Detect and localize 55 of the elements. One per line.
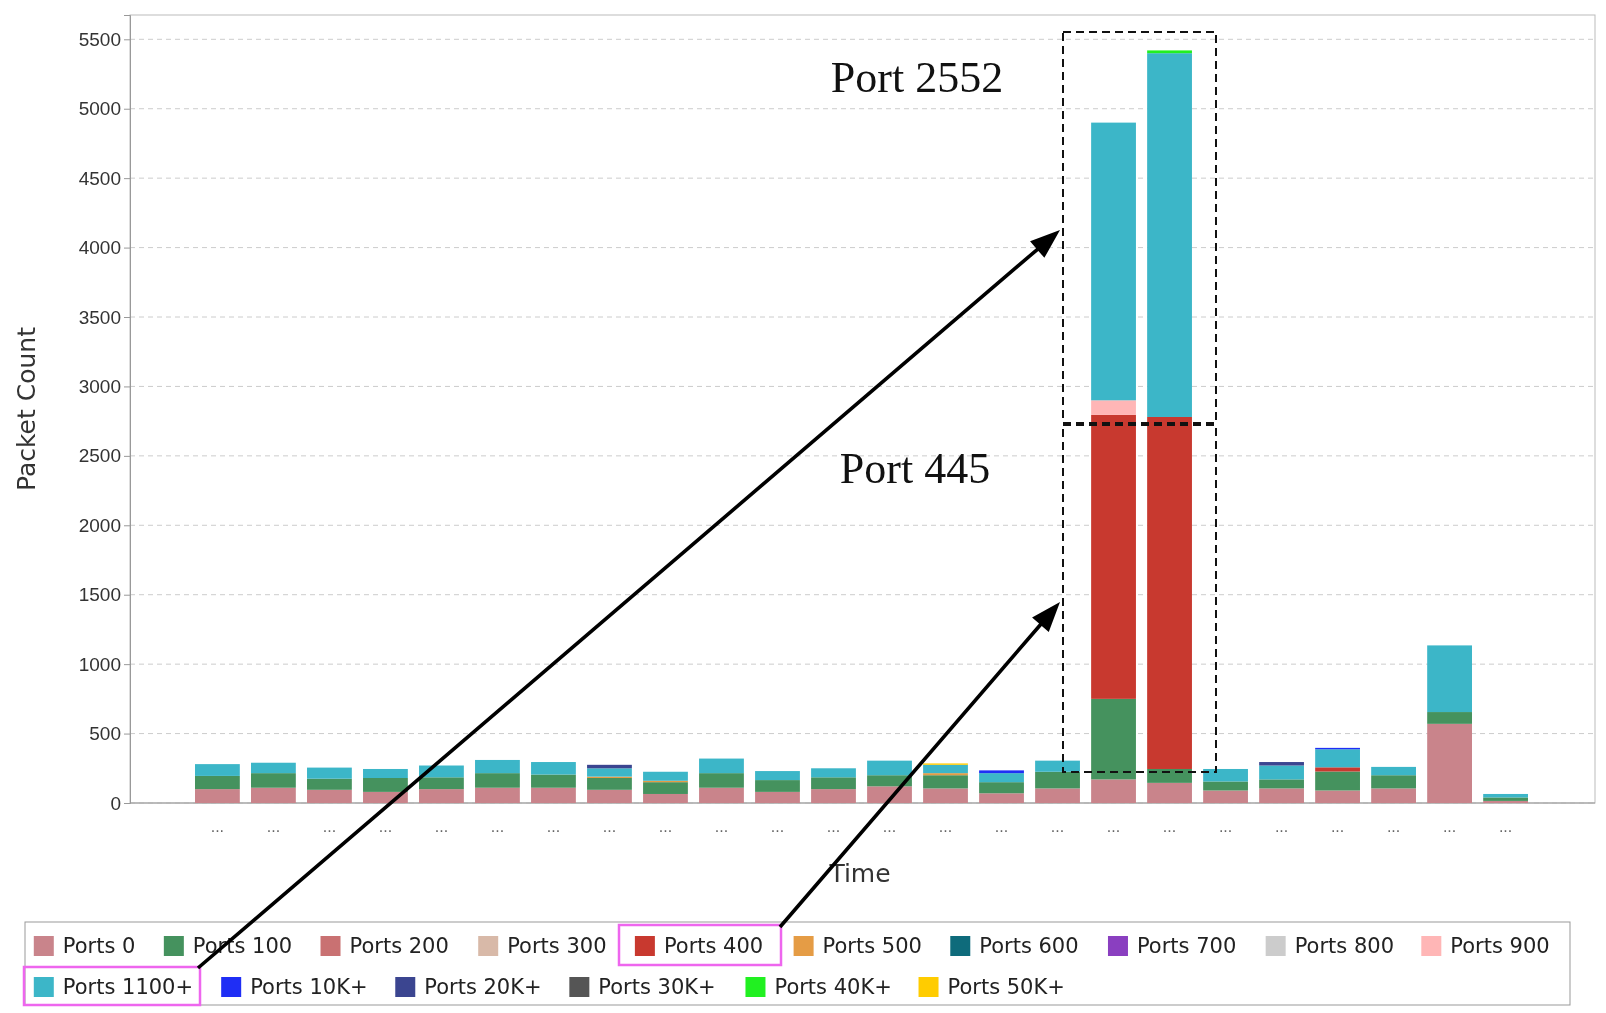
legend-label: Ports 1100+ — [62, 975, 194, 999]
x-tick-label: ... — [714, 818, 729, 836]
legend-label: Ports 30K+ — [598, 975, 716, 999]
x-tick-label: ... — [266, 818, 281, 836]
x-tick-label: ... — [1106, 818, 1121, 836]
y-tick-label: 500 — [89, 723, 121, 745]
legend-label: Ports 0 — [62, 934, 136, 958]
x-tick-label: ... — [1162, 818, 1177, 836]
x-tick-label: ... — [994, 818, 1009, 836]
legend-label: Ports 400 — [663, 934, 764, 958]
x-tick-label: ... — [322, 818, 337, 836]
legend-label: Ports 40K+ — [774, 975, 892, 999]
x-tick-label: ... — [210, 818, 225, 836]
y-tick-label: 1000 — [78, 653, 121, 675]
y-tick-label: 3000 — [78, 376, 121, 398]
y-tick-label: 1500 — [78, 584, 121, 606]
x-tick-label: ... — [546, 818, 561, 836]
x-tick-label: ... — [378, 818, 393, 836]
y-tick-label: 4500 — [78, 167, 121, 189]
x-tick-label: ... — [1050, 818, 1065, 836]
annotation: Port 2552 — [830, 53, 1004, 102]
x-tick-label: ... — [434, 818, 449, 836]
legend-label: Ports 300 — [507, 934, 607, 958]
legend-label: Ports 900 — [1450, 934, 1550, 958]
x-tick-label: ... — [882, 818, 897, 836]
legend-label: Ports 700 — [1136, 934, 1237, 958]
legend-label: Ports 50K+ — [947, 975, 1065, 999]
y-tick-label: 0 — [110, 792, 121, 814]
x-tick-label: ... — [770, 818, 785, 836]
y-tick-label: 2000 — [78, 514, 121, 536]
x-tick-label: ... — [826, 818, 841, 836]
x-tick-label: ... — [1218, 818, 1233, 836]
x-tick-label: ... — [1274, 818, 1289, 836]
y-axis-title: Packet Count — [12, 326, 41, 491]
legend-label: Ports 200 — [349, 934, 449, 958]
x-tick-label: ... — [1330, 818, 1345, 836]
legend-label: Ports 10K+ — [250, 975, 368, 999]
legend-label: Ports 500 — [822, 934, 922, 958]
x-tick-label: ... — [658, 818, 673, 836]
x-axis-title: Time — [828, 859, 891, 888]
x-tick-label: ... — [1442, 818, 1457, 836]
annotation: Port 445 — [839, 444, 991, 493]
y-tick-label: 5500 — [78, 28, 121, 50]
x-tick-label: ... — [490, 818, 505, 836]
y-tick-label: 5000 — [78, 98, 121, 120]
x-tick-label: ... — [938, 818, 953, 836]
x-tick-label: ... — [1386, 818, 1401, 836]
x-tick-label: ... — [602, 818, 617, 836]
legend-label: Ports 20K+ — [424, 975, 542, 999]
y-tick-label: 3500 — [78, 306, 121, 328]
legend-label: Ports 600 — [979, 934, 1079, 958]
legend-label: Ports 800 — [1294, 934, 1395, 958]
y-tick-label: 2500 — [78, 445, 121, 467]
x-tick-label: ... — [1498, 818, 1513, 836]
y-tick-label: 4000 — [78, 237, 121, 259]
